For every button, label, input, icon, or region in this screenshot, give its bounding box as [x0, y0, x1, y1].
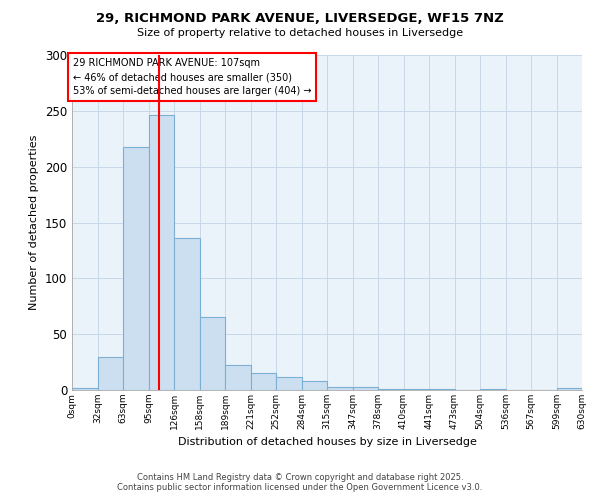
Bar: [557, 388, 582, 390]
Bar: [174, 238, 199, 390]
Text: Contains HM Land Registry data © Crown copyright and database right 2025.
Contai: Contains HM Land Registry data © Crown c…: [118, 473, 482, 492]
Bar: [327, 386, 353, 390]
Text: Size of property relative to detached houses in Liversedge: Size of property relative to detached ho…: [137, 28, 463, 38]
Bar: [276, 376, 302, 390]
Text: 29, RICHMOND PARK AVENUE, LIVERSEDGE, WF15 7NZ: 29, RICHMOND PARK AVENUE, LIVERSEDGE, WF…: [96, 12, 504, 26]
Bar: [480, 389, 505, 390]
Bar: [149, 116, 174, 390]
Bar: [123, 146, 149, 390]
Y-axis label: Number of detached properties: Number of detached properties: [29, 135, 40, 310]
Bar: [199, 318, 225, 390]
X-axis label: Distribution of detached houses by size in Liversedge: Distribution of detached houses by size …: [178, 438, 476, 448]
Text: 29 RICHMOND PARK AVENUE: 107sqm
← 46% of detached houses are smaller (350)
53% o: 29 RICHMOND PARK AVENUE: 107sqm ← 46% of…: [73, 58, 311, 96]
Bar: [429, 389, 455, 390]
Bar: [404, 389, 429, 390]
Bar: [225, 366, 251, 390]
Bar: [97, 356, 123, 390]
Bar: [378, 389, 404, 390]
Bar: [251, 373, 276, 390]
Bar: [302, 381, 327, 390]
Bar: [353, 386, 378, 390]
Bar: [72, 388, 97, 390]
